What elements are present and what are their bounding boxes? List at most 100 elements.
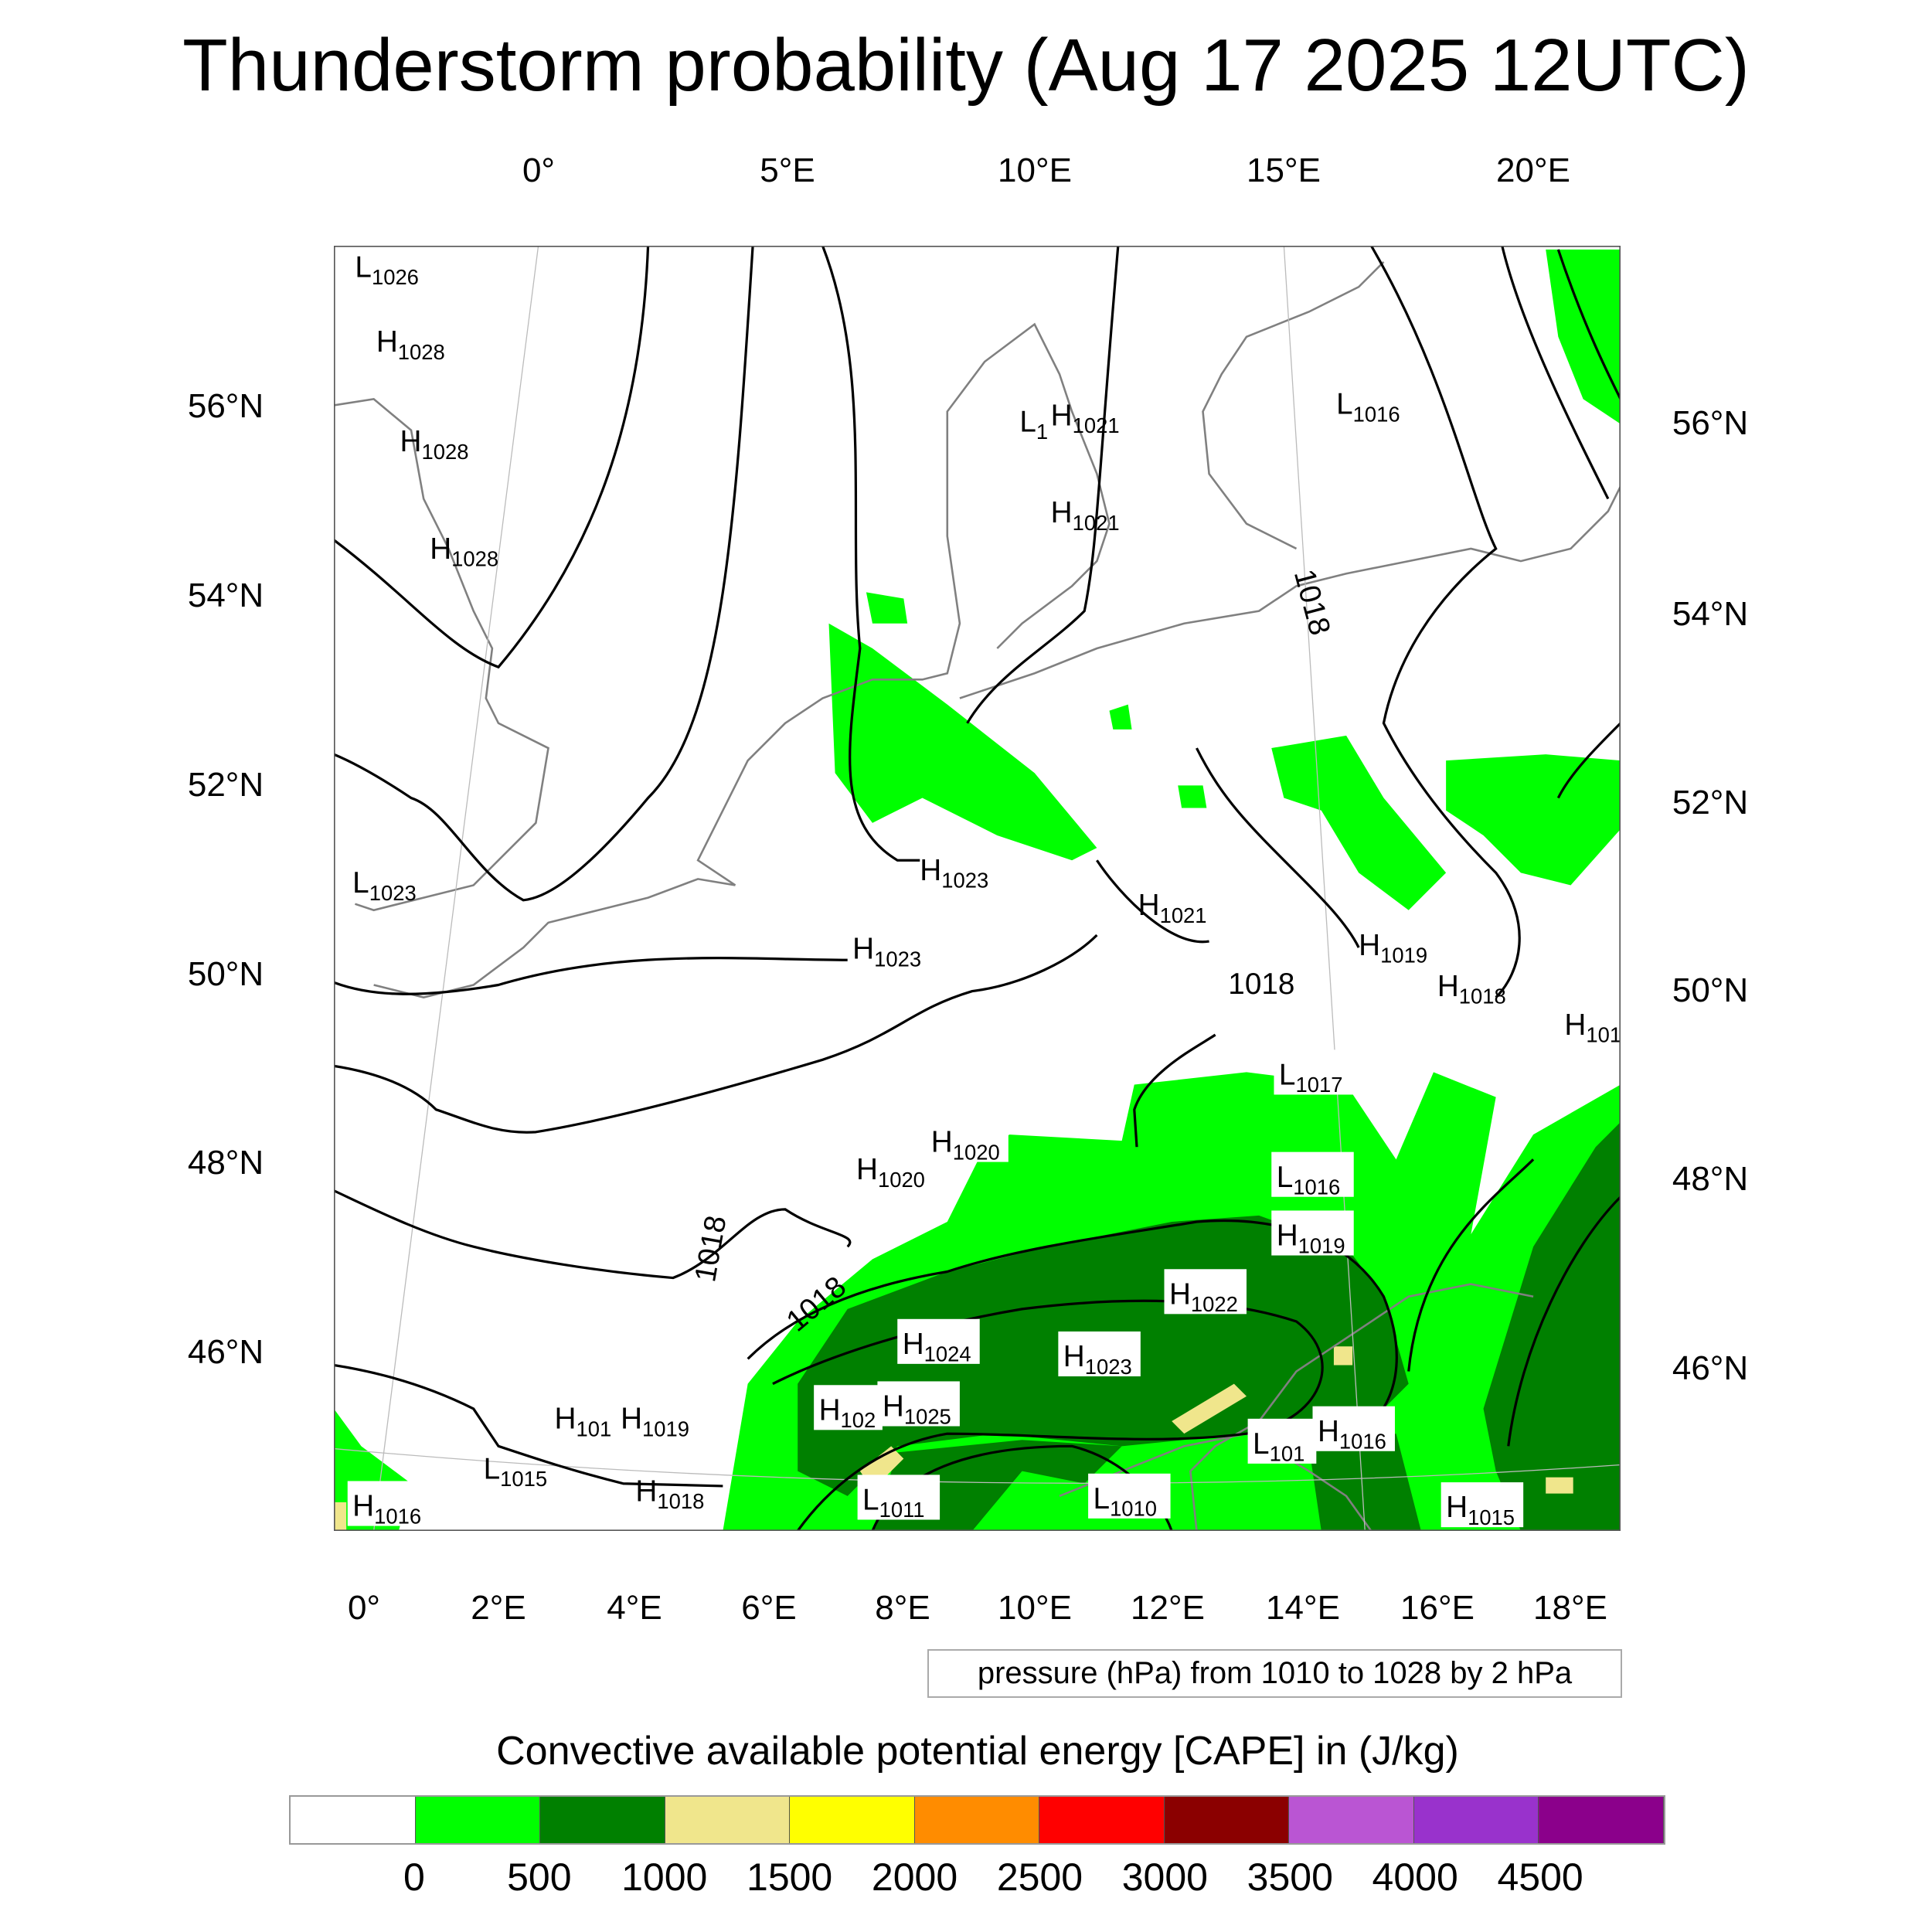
bottom-longitude-label: 4°E — [607, 1589, 662, 1627]
colorbar-tick-label: 500 — [507, 1855, 572, 1899]
pressure-center-label: L1023 — [352, 866, 417, 905]
pressure-letter: H — [883, 1390, 904, 1423]
pressure-letter: H — [903, 1328, 924, 1361]
svg-text:H1028: H1028 — [376, 325, 445, 364]
svg-text:L1015: L1015 — [484, 1452, 548, 1491]
pressure-center-label: H1019 — [1359, 929, 1427, 968]
pressure-value: 1019 — [1298, 1233, 1345, 1257]
right-latitude-label: 48°N — [1672, 1160, 1749, 1198]
pressure-center-label: H1021 — [1051, 399, 1120, 437]
pressure-value: 1015 — [1468, 1505, 1515, 1529]
colorbar-tick-label: 1000 — [621, 1855, 708, 1899]
pressure-letter: H — [352, 1490, 374, 1523]
svg-text:H1016: H1016 — [352, 1490, 421, 1529]
pressure-center-label: L1016 — [1336, 388, 1400, 427]
pressure-letter: H — [1437, 970, 1459, 1003]
pressure-value: 1016 — [1339, 1430, 1386, 1454]
pressure-letter: H — [1063, 1340, 1085, 1373]
cape-colorbar — [289, 1795, 1665, 1845]
pressure-value: 1021 — [1160, 903, 1207, 927]
pressure-letter: H — [400, 425, 422, 458]
pressure-letter: L — [1279, 1059, 1296, 1092]
pressure-center-label: H1015 — [1440, 1482, 1524, 1529]
pressure-letter: H — [621, 1403, 642, 1436]
pressure-center-label: H1022 — [1164, 1269, 1247, 1316]
svg-text:H1020: H1020 — [931, 1126, 1000, 1165]
pressure-letter: L — [1253, 1427, 1270, 1461]
colorbar-title: Convective available potential energy [C… — [496, 1729, 1459, 1774]
pressure-value: 1023 — [369, 881, 417, 905]
svg-text:H1024: H1024 — [903, 1328, 971, 1366]
pressure-letter: L — [1019, 405, 1036, 438]
pressure-center-label: L1016 — [1271, 1151, 1354, 1199]
colorbar-swatch — [291, 1797, 416, 1843]
pressure-letter: H — [1051, 496, 1073, 529]
pressure-center-label: H1020 — [926, 1117, 1009, 1165]
graticule — [334, 246, 1621, 1531]
svg-text:H1018: H1018 — [635, 1475, 704, 1513]
svg-text:H1025: H1025 — [883, 1390, 951, 1429]
pressure-center-label: H101 — [1564, 1009, 1621, 1047]
pressure-value: 1021 — [1073, 413, 1120, 437]
left-latitude-label: 56°N — [187, 387, 264, 425]
pressure-letter: H — [1169, 1277, 1191, 1311]
pressure-value: 1020 — [878, 1168, 925, 1192]
pressure-value: 1 — [1036, 420, 1048, 444]
colorbar-swatch — [1413, 1797, 1539, 1843]
bottom-longitude-label: 10°E — [998, 1589, 1072, 1627]
pressure-center-label: H1023 — [1058, 1331, 1141, 1379]
top-longitude-label: 20°E — [1496, 151, 1570, 189]
svg-text:H1023: H1023 — [920, 854, 988, 893]
pressure-letter: H — [1138, 889, 1160, 922]
colorbar-swatch — [1539, 1797, 1665, 1843]
top-longitude-label: 0° — [522, 151, 556, 189]
pressure-center-label: H1023 — [852, 933, 921, 971]
pressure-center-label: L1011 — [857, 1475, 940, 1522]
pressure-center-label: H1018 — [635, 1475, 704, 1513]
pressure-value: 1018 — [657, 1489, 704, 1513]
pressure-legend: pressure (hPa) from 1010 to 1028 by 2 hP… — [927, 1649, 1622, 1698]
pressure-center-label: L1015 — [484, 1452, 548, 1491]
right-latitude-label: 52°N — [1672, 784, 1749, 821]
right-latitude-label: 46°N — [1672, 1349, 1749, 1387]
pressure-center-label: H1021 — [1051, 496, 1120, 535]
pressure-center-label: H1028 — [430, 532, 498, 571]
pressure-letter: L — [355, 250, 372, 284]
isobars — [334, 246, 1621, 1531]
right-latitude-label: 50°N — [1672, 971, 1749, 1009]
pressure-value: 101 — [577, 1417, 612, 1440]
pressure-value: 1015 — [500, 1467, 547, 1491]
pressure-value: 1024 — [924, 1342, 971, 1366]
pressure-center-label: H1019 — [1271, 1210, 1354, 1257]
pressure-letter: H — [920, 854, 941, 887]
pressure-center-label: H101 — [555, 1403, 612, 1441]
svg-text:H1019: H1019 — [621, 1403, 689, 1441]
pressure-center-label: H1024 — [897, 1318, 980, 1366]
pressure-value: 1021 — [1073, 511, 1120, 535]
pressure-letter: L — [1094, 1482, 1111, 1515]
svg-text:H1019: H1019 — [1359, 929, 1427, 968]
svg-text:H101: H101 — [1564, 1009, 1621, 1047]
colorbar-swatch — [1289, 1797, 1414, 1843]
colorbar-tick-label: 3000 — [1121, 1855, 1208, 1899]
pressure-letter: H — [1051, 399, 1073, 432]
pressure-value: 101 — [1586, 1023, 1621, 1047]
top-longitude-label: 5°E — [760, 151, 815, 189]
svg-text:L1023: L1023 — [352, 866, 417, 905]
left-latitude-label: 48°N — [187, 1144, 264, 1182]
svg-text:L1: L1 — [1019, 405, 1048, 444]
pressure-letter: L — [1336, 388, 1353, 421]
isobar-label: 1018 — [1228, 968, 1294, 1001]
pressure-value: 1023 — [874, 947, 921, 971]
pressure-letter: H — [1277, 1219, 1298, 1253]
bottom-longitude-label: 8°E — [875, 1589, 930, 1627]
pressure-center-label: H1018 — [1437, 970, 1506, 1009]
svg-text:L1011: L1011 — [862, 1484, 924, 1522]
colorbar-tick-label: 4500 — [1497, 1855, 1583, 1899]
bottom-longitude-label: 16°E — [1400, 1589, 1475, 1627]
svg-text:H1028: H1028 — [430, 532, 498, 571]
bottom-longitude-label: 0° — [347, 1589, 381, 1627]
pressure-value: 1019 — [642, 1417, 689, 1440]
bottom-longitude-label: 18°E — [1533, 1589, 1607, 1627]
svg-text:H101: H101 — [555, 1403, 612, 1441]
